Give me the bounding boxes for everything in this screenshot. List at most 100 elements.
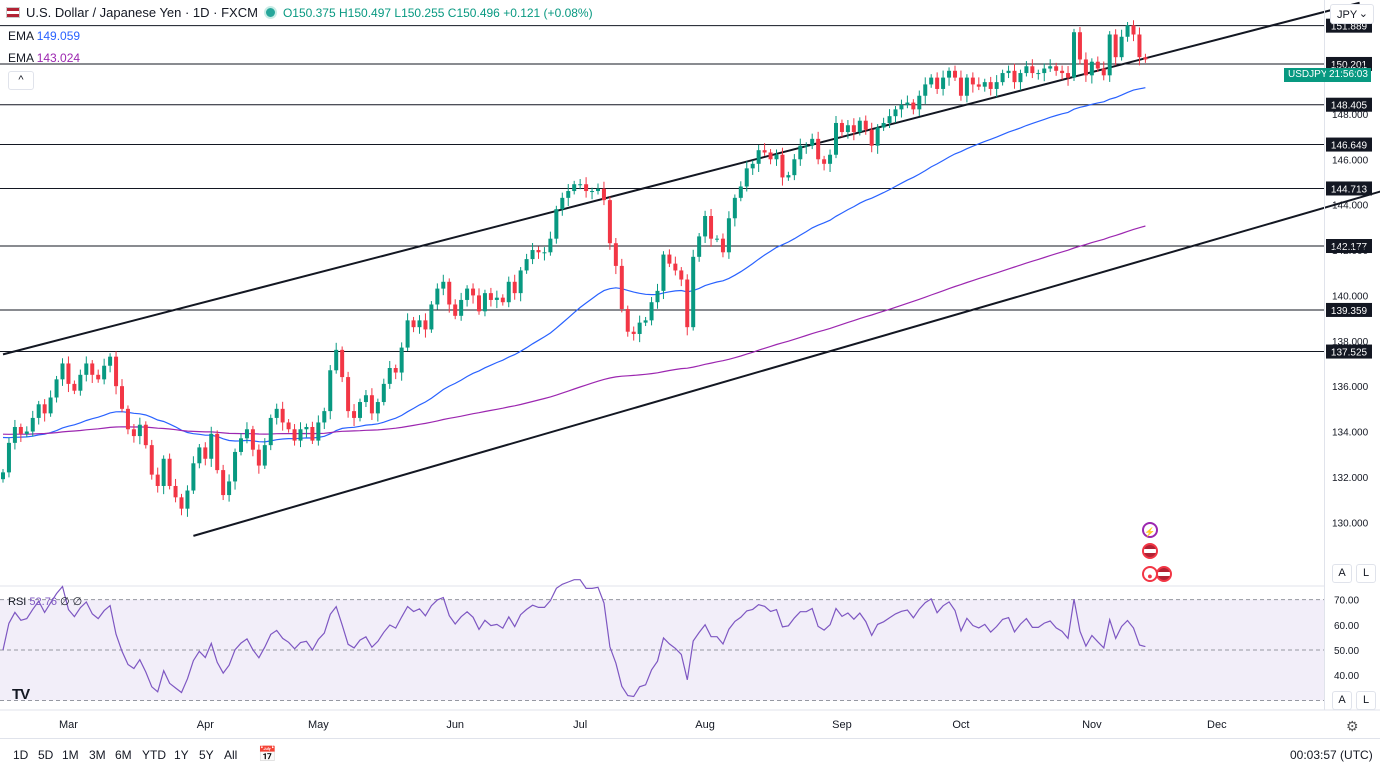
candle-body [964, 77, 969, 96]
timeframe-1y[interactable]: 1Y [174, 748, 189, 762]
log-scale-button[interactable]: L [1356, 564, 1376, 583]
level-tag-6: 139.359 [1331, 306, 1368, 317]
candle-body [786, 175, 791, 178]
ema-50-line [2, 87, 1146, 443]
candle-body [524, 259, 529, 271]
ema-1-value: 149.059 [36, 29, 81, 43]
candle-body [298, 429, 303, 441]
timeframe-ytd[interactable]: YTD [142, 748, 166, 762]
candle-body [304, 426, 309, 430]
candle-body [369, 395, 374, 414]
candle-body [48, 397, 53, 414]
currency-selector[interactable]: JPY ⌄ [1330, 4, 1374, 24]
month-label-6: Sep [832, 719, 852, 731]
candle-body [899, 104, 904, 110]
gear-icon[interactable]: ⚙ [1346, 718, 1359, 734]
candle-body [477, 295, 481, 312]
rsi-tick-1: 60.00 [1334, 621, 1359, 632]
candle-body [209, 433, 214, 459]
candle-body [1060, 70, 1065, 74]
candle-body [649, 302, 654, 321]
candle-body [750, 163, 755, 169]
auto-scale-button[interactable]: A [1332, 564, 1352, 583]
timeframe-5y[interactable]: 5Y [199, 748, 214, 762]
dividend-event-icon[interactable]: ⚡ [1142, 522, 1158, 538]
rsi-legend[interactable]: RSI 52.76 ∅ ∅ [8, 595, 82, 608]
candle-body [334, 349, 339, 371]
level-tag-bg-7 [1326, 344, 1372, 359]
rsi-log-scale-button[interactable]: L [1356, 691, 1376, 710]
ema-1-label: EMA [8, 29, 34, 43]
utc-clock[interactable]: 00:03:57 (UTC) [1290, 748, 1373, 762]
date-range-icon[interactable]: 📅 [258, 746, 277, 763]
candle-body [131, 429, 136, 437]
candle-body [191, 463, 196, 491]
price-tick-0: 130.000 [1332, 518, 1369, 529]
candle-body [905, 102, 910, 105]
month-label-9: Dec [1207, 719, 1227, 731]
timeframe-5d[interactable]: 5D [38, 748, 54, 762]
candle-body [441, 281, 446, 289]
ohlc-values: O150.375 H150.497 L150.255 C150.496 +0.1… [283, 6, 593, 20]
candle-body [1107, 34, 1112, 76]
candle-body [72, 383, 77, 391]
symbol-title[interactable]: U.S. Dollar / Japanese Yen · 1D · FXCM [26, 5, 258, 20]
candle-body [804, 145, 809, 147]
level-tag-1: 150.201 [1331, 60, 1368, 71]
price-tick-8: 146.000 [1332, 155, 1369, 166]
candle-body [244, 429, 249, 439]
candle-body [530, 250, 535, 260]
candle-body [84, 363, 89, 375]
candle-body [1066, 73, 1071, 78]
timeframe-3m[interactable]: 3M [89, 748, 106, 762]
candle-body [976, 84, 981, 87]
level-tag-0: 151.889 [1331, 22, 1368, 33]
candle-body [822, 159, 827, 164]
candle-body [578, 184, 583, 186]
close-value: C150.496 [447, 5, 500, 20]
candle-body [584, 184, 589, 192]
tradingview-logo-icon[interactable]: TV [12, 686, 30, 703]
candle-body [738, 186, 743, 198]
collapse-legend-button[interactable]: ^ [8, 71, 34, 90]
rsi-auto-scale-button[interactable]: A [1332, 691, 1352, 710]
candle-body [90, 363, 95, 375]
market-open-icon [263, 6, 277, 19]
candle-body [1143, 57, 1148, 60]
timeframe-1m[interactable]: 1M [62, 748, 79, 762]
candle-body [173, 485, 178, 498]
candle-body [1024, 66, 1029, 74]
candle-body [1042, 68, 1047, 74]
candle-body [810, 138, 815, 146]
candle-body [625, 309, 630, 332]
timeframe-1d[interactable]: 1D [13, 748, 29, 762]
level-tag-bg-1 [1326, 56, 1372, 71]
level-tag-3: 146.649 [1331, 141, 1368, 152]
us-event-flag-icon[interactable] [1142, 543, 1158, 559]
timeframe-6m[interactable]: 6M [115, 748, 132, 762]
candle-body [494, 297, 499, 300]
ema-legend-2[interactable]: EMA 143.024 [8, 51, 80, 65]
candle-body [923, 84, 928, 96]
bottom-toolbar: 1D 5D 1M 3M 6M YTD 1Y 5Y All 📅 00:03:57 … [0, 738, 1380, 777]
price-axis[interactable] [1324, 0, 1380, 710]
candle-body [328, 370, 333, 412]
candle-body [1, 472, 5, 480]
candle-body [607, 200, 612, 244]
candle-body [363, 395, 368, 403]
candle-body [66, 363, 71, 384]
level-tag-2: 148.405 [1331, 101, 1368, 112]
timeframe-all[interactable]: All [224, 748, 238, 762]
us-event-flag-icon-2[interactable] [1156, 566, 1172, 582]
ema-legend-1[interactable]: EMA 149.059 [8, 29, 80, 43]
rsi-settings-icons: ∅ ∅ [60, 596, 83, 608]
candle-body [506, 281, 511, 303]
candle-body [316, 422, 321, 441]
candle-body [512, 281, 517, 294]
level-tag-bg-2 [1326, 97, 1372, 112]
month-label-3: Jun [446, 719, 464, 731]
candle-body [387, 368, 392, 384]
candle-body [256, 449, 261, 466]
channel-upper [2, 1, 1360, 356]
